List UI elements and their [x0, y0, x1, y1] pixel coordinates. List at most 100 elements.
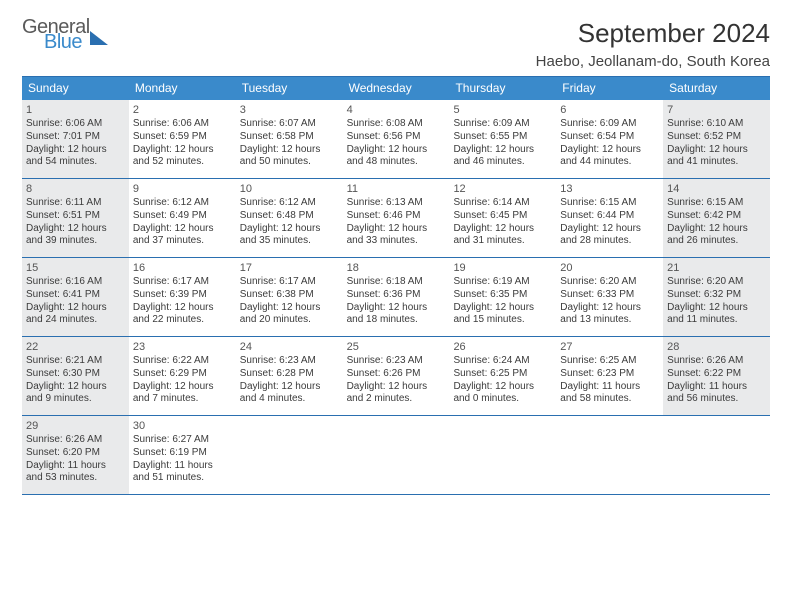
day-cell: 29Sunrise: 6:26 AMSunset: 6:20 PMDayligh…: [22, 416, 129, 494]
day-sunset: Sunset: 6:52 PM: [667, 131, 766, 144]
day-day1: Daylight: 12 hours: [347, 144, 446, 157]
day-number: 4: [347, 103, 446, 117]
day-number: 3: [240, 103, 339, 117]
day-sunset: Sunset: 6:46 PM: [347, 210, 446, 223]
day-sunset: Sunset: 6:33 PM: [560, 289, 659, 302]
day-number: 1: [26, 103, 125, 117]
dow-saturday: Saturday: [663, 77, 770, 100]
day-number: 25: [347, 340, 446, 354]
day-sunset: Sunset: 6:38 PM: [240, 289, 339, 302]
day-day2: and 4 minutes.: [240, 393, 339, 406]
day-sunrise: Sunrise: 6:26 AM: [667, 355, 766, 368]
day-day1: Daylight: 12 hours: [133, 302, 232, 315]
day-cell: 12Sunrise: 6:14 AMSunset: 6:45 PMDayligh…: [449, 179, 556, 257]
day-number: 8: [26, 182, 125, 196]
day-cell: 19Sunrise: 6:19 AMSunset: 6:35 PMDayligh…: [449, 258, 556, 336]
day-number: 10: [240, 182, 339, 196]
day-number: 22: [26, 340, 125, 354]
day-day2: and 44 minutes.: [560, 156, 659, 169]
day-cell: 1Sunrise: 6:06 AMSunset: 7:01 PMDaylight…: [22, 100, 129, 178]
day-sunset: Sunset: 6:20 PM: [26, 447, 125, 460]
empty-cell: [663, 416, 770, 494]
day-day2: and 50 minutes.: [240, 156, 339, 169]
day-day1: Daylight: 12 hours: [560, 302, 659, 315]
day-sunset: Sunset: 6:39 PM: [133, 289, 232, 302]
day-sunrise: Sunrise: 6:15 AM: [667, 197, 766, 210]
day-sunset: Sunset: 6:55 PM: [453, 131, 552, 144]
day-day2: and 53 minutes.: [26, 472, 125, 485]
day-day2: and 22 minutes.: [133, 314, 232, 327]
day-sunset: Sunset: 6:58 PM: [240, 131, 339, 144]
dow-thursday: Thursday: [449, 77, 556, 100]
day-day1: Daylight: 12 hours: [26, 223, 125, 236]
day-sunrise: Sunrise: 6:12 AM: [240, 197, 339, 210]
day-day2: and 20 minutes.: [240, 314, 339, 327]
day-cell: 23Sunrise: 6:22 AMSunset: 6:29 PMDayligh…: [129, 337, 236, 415]
day-sunset: Sunset: 6:19 PM: [133, 447, 232, 460]
day-sunrise: Sunrise: 6:06 AM: [26, 118, 125, 131]
day-cell: 13Sunrise: 6:15 AMSunset: 6:44 PMDayligh…: [556, 179, 663, 257]
day-cell: 22Sunrise: 6:21 AMSunset: 6:30 PMDayligh…: [22, 337, 129, 415]
day-sunset: Sunset: 6:36 PM: [347, 289, 446, 302]
day-day1: Daylight: 11 hours: [133, 460, 232, 473]
day-number: 15: [26, 261, 125, 275]
day-sunrise: Sunrise: 6:09 AM: [453, 118, 552, 131]
day-number: 27: [560, 340, 659, 354]
day-day2: and 28 minutes.: [560, 235, 659, 248]
day-cell: 27Sunrise: 6:25 AMSunset: 6:23 PMDayligh…: [556, 337, 663, 415]
day-sunrise: Sunrise: 6:18 AM: [347, 276, 446, 289]
day-sunset: Sunset: 6:56 PM: [347, 131, 446, 144]
day-day2: and 37 minutes.: [133, 235, 232, 248]
day-number: 29: [26, 419, 125, 433]
day-day2: and 46 minutes.: [453, 156, 552, 169]
day-day1: Daylight: 12 hours: [560, 144, 659, 157]
day-cell: 28Sunrise: 6:26 AMSunset: 6:22 PMDayligh…: [663, 337, 770, 415]
empty-cell: [343, 416, 450, 494]
day-cell: 21Sunrise: 6:20 AMSunset: 6:32 PMDayligh…: [663, 258, 770, 336]
day-cell: 25Sunrise: 6:23 AMSunset: 6:26 PMDayligh…: [343, 337, 450, 415]
day-day1: Daylight: 12 hours: [453, 302, 552, 315]
day-cell: 9Sunrise: 6:12 AMSunset: 6:49 PMDaylight…: [129, 179, 236, 257]
day-day1: Daylight: 12 hours: [133, 381, 232, 394]
day-sunset: Sunset: 6:51 PM: [26, 210, 125, 223]
day-day1: Daylight: 12 hours: [240, 302, 339, 315]
day-sunset: Sunset: 6:26 PM: [347, 368, 446, 381]
day-sunset: Sunset: 6:28 PM: [240, 368, 339, 381]
day-day2: and 51 minutes.: [133, 472, 232, 485]
day-number: 26: [453, 340, 552, 354]
day-day1: Daylight: 12 hours: [667, 302, 766, 315]
day-day2: and 15 minutes.: [453, 314, 552, 327]
day-sunset: Sunset: 6:41 PM: [26, 289, 125, 302]
day-cell: 8Sunrise: 6:11 AMSunset: 6:51 PMDaylight…: [22, 179, 129, 257]
week-row: 29Sunrise: 6:26 AMSunset: 6:20 PMDayligh…: [22, 416, 770, 495]
day-day2: and 52 minutes.: [133, 156, 232, 169]
day-sunrise: Sunrise: 6:27 AM: [133, 434, 232, 447]
dow-monday: Monday: [129, 77, 236, 100]
weeks-container: 1Sunrise: 6:06 AMSunset: 7:01 PMDaylight…: [22, 100, 770, 495]
day-day1: Daylight: 12 hours: [26, 302, 125, 315]
day-day2: and 58 minutes.: [560, 393, 659, 406]
location-subtitle: Haebo, Jeollanam-do, South Korea: [536, 53, 770, 70]
logo-text: General Blue: [22, 18, 90, 52]
day-sunrise: Sunrise: 6:23 AM: [240, 355, 339, 368]
day-day2: and 41 minutes.: [667, 156, 766, 169]
day-day1: Daylight: 12 hours: [667, 223, 766, 236]
day-sunset: Sunset: 6:49 PM: [133, 210, 232, 223]
day-number: 21: [667, 261, 766, 275]
day-cell: 30Sunrise: 6:27 AMSunset: 6:19 PMDayligh…: [129, 416, 236, 494]
day-cell: 11Sunrise: 6:13 AMSunset: 6:46 PMDayligh…: [343, 179, 450, 257]
day-day2: and 11 minutes.: [667, 314, 766, 327]
day-number: 7: [667, 103, 766, 117]
logo: General Blue: [22, 18, 108, 52]
day-sunrise: Sunrise: 6:19 AM: [453, 276, 552, 289]
page-title: September 2024: [536, 18, 770, 49]
day-day2: and 48 minutes.: [347, 156, 446, 169]
day-sunset: Sunset: 6:44 PM: [560, 210, 659, 223]
day-cell: 2Sunrise: 6:06 AMSunset: 6:59 PMDaylight…: [129, 100, 236, 178]
day-number: 13: [560, 182, 659, 196]
day-cell: 4Sunrise: 6:08 AMSunset: 6:56 PMDaylight…: [343, 100, 450, 178]
week-row: 15Sunrise: 6:16 AMSunset: 6:41 PMDayligh…: [22, 258, 770, 337]
day-sunrise: Sunrise: 6:20 AM: [560, 276, 659, 289]
day-sunrise: Sunrise: 6:11 AM: [26, 197, 125, 210]
day-sunset: Sunset: 6:59 PM: [133, 131, 232, 144]
